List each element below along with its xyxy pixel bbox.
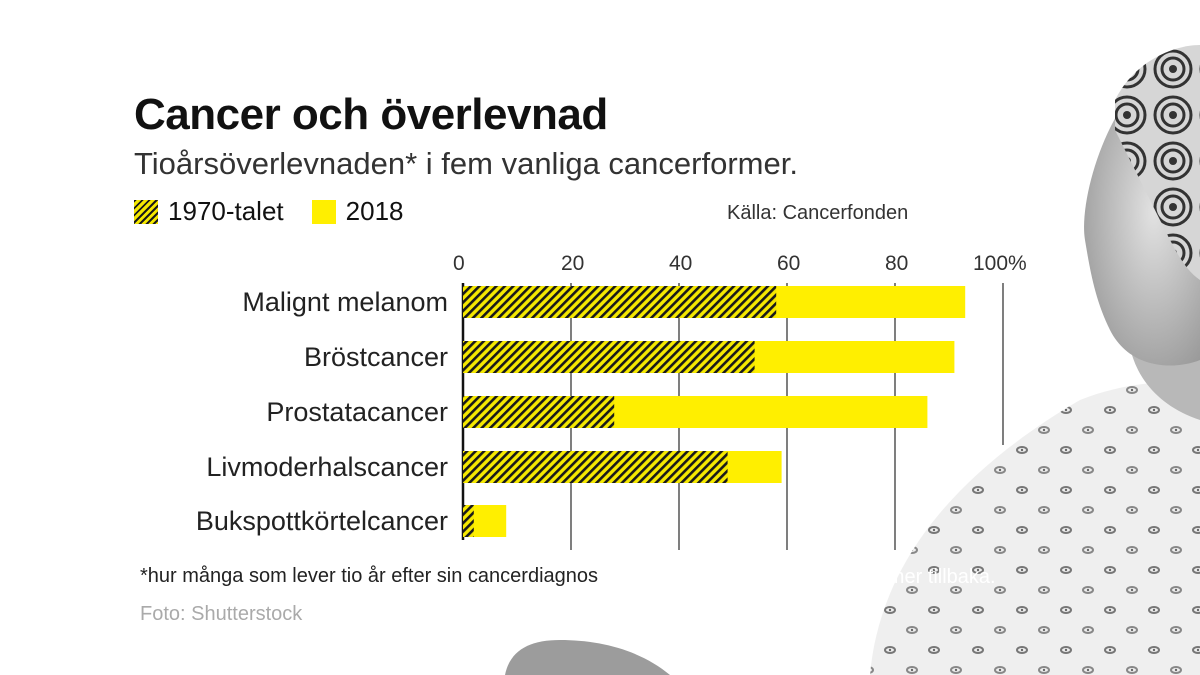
legend-item-2018: 2018 bbox=[311, 196, 404, 227]
category-label: Prostatacancer bbox=[266, 397, 448, 427]
background-caption: ommer tillbaka. bbox=[860, 566, 996, 588]
legend-swatch-solid bbox=[311, 199, 336, 224]
bar-1970 bbox=[463, 396, 615, 428]
bar-1970 bbox=[463, 505, 474, 537]
legend-swatch-hatched bbox=[134, 199, 158, 224]
x-tick-label: 100% bbox=[973, 252, 1027, 275]
legend-label-1970: 1970-talet bbox=[168, 196, 284, 226]
x-tick-label: 20 bbox=[561, 252, 584, 275]
photo-credit: Foto: Shutterstock bbox=[140, 603, 303, 625]
legend-label-2018: 2018 bbox=[345, 196, 404, 226]
x-tick-label: 0 bbox=[453, 252, 465, 275]
bar-1970 bbox=[463, 341, 755, 373]
x-tick-label: 40 bbox=[669, 252, 692, 275]
category-label: Malignt melanom bbox=[242, 287, 448, 317]
photo-gown bbox=[870, 382, 1200, 675]
source-credit: Källa: Cancerfonden bbox=[727, 202, 909, 224]
legend: 1970-talet 2018 bbox=[134, 196, 432, 227]
legend-item-1970: 1970-talet bbox=[134, 196, 284, 227]
category-label: Livmoderhalscancer bbox=[206, 452, 448, 482]
x-tick-label: 80 bbox=[885, 252, 908, 275]
category-label: Bukspottkörtelcancer bbox=[196, 506, 448, 536]
bar-1970 bbox=[463, 286, 777, 318]
x-tick-label: 60 bbox=[777, 252, 800, 275]
category-label: Bröstcancer bbox=[304, 342, 448, 372]
bars bbox=[463, 286, 966, 537]
photo-scarf bbox=[1115, 45, 1200, 280]
footnote: *hur många som lever tio år efter sin ca… bbox=[140, 565, 599, 587]
chart-subtitle: Tioårsöverlevnaden* i fem vanliga cancer… bbox=[134, 146, 798, 181]
chart-title: Cancer och överlevnad bbox=[134, 90, 608, 139]
bar-1970 bbox=[463, 451, 728, 483]
photo-hands bbox=[505, 640, 670, 675]
category-labels: Malignt melanom Bröstcancer Prostatacancer… bbox=[196, 287, 448, 536]
x-tick-labels: 0 20 40 60 80 100% bbox=[453, 252, 1027, 275]
